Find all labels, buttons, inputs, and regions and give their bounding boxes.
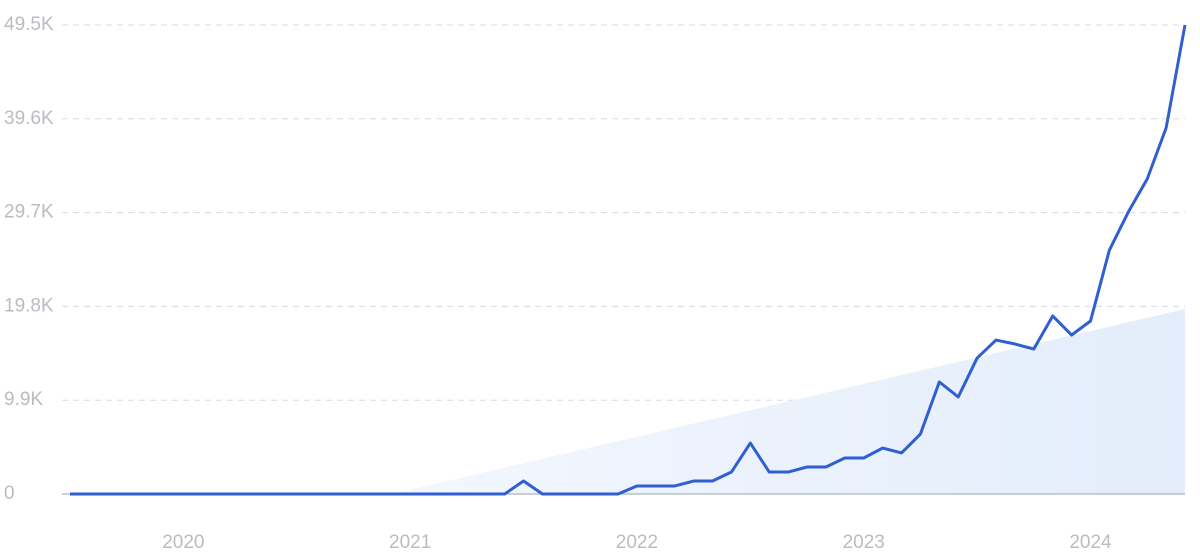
trend-area xyxy=(391,308,1185,494)
x-tick-label: 2021 xyxy=(389,532,431,553)
y-tick-label: 9.9K xyxy=(4,389,43,410)
y-tick-label: 29.7K xyxy=(4,202,54,223)
y-tick-label: 39.6K xyxy=(4,108,54,129)
y-tick-label: 49.5K xyxy=(4,14,54,35)
line xyxy=(70,24,1187,496)
x-tick-label: 2022 xyxy=(616,532,658,553)
x-tick-label: 2020 xyxy=(162,532,204,553)
x-tick-label: 2023 xyxy=(843,532,885,553)
y-tick-label: 0 xyxy=(4,483,15,504)
y-tick-label: 19.8K xyxy=(4,295,54,316)
x-tick-label: 2024 xyxy=(1069,532,1112,553)
